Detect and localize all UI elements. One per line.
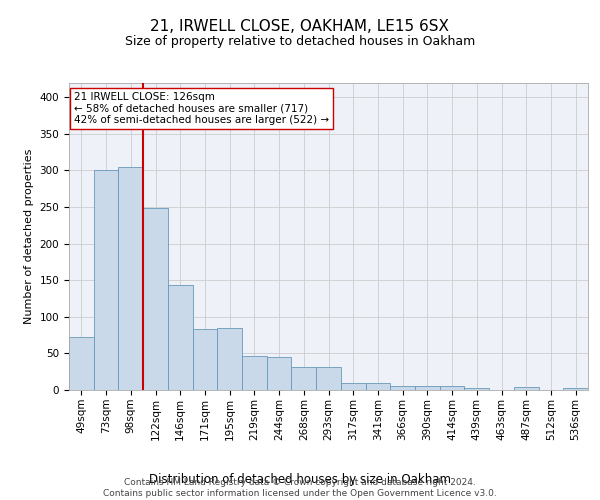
Bar bbox=[365, 384, 390, 390]
Bar bbox=[217, 328, 242, 390]
Text: 21, IRWELL CLOSE, OAKHAM, LE15 6SX: 21, IRWELL CLOSE, OAKHAM, LE15 6SX bbox=[151, 19, 449, 34]
Bar bbox=[514, 387, 539, 390]
Y-axis label: Number of detached properties: Number of detached properties bbox=[24, 148, 34, 324]
Bar bbox=[193, 329, 217, 390]
Bar bbox=[267, 357, 292, 390]
Bar bbox=[168, 284, 193, 390]
Bar bbox=[143, 208, 168, 390]
Bar bbox=[563, 388, 588, 390]
Text: Size of property relative to detached houses in Oakham: Size of property relative to detached ho… bbox=[125, 35, 475, 48]
Bar bbox=[415, 386, 440, 390]
Bar bbox=[341, 384, 365, 390]
Bar bbox=[94, 170, 118, 390]
Bar bbox=[390, 386, 415, 390]
Text: 21 IRWELL CLOSE: 126sqm
← 58% of detached houses are smaller (717)
42% of semi-d: 21 IRWELL CLOSE: 126sqm ← 58% of detache… bbox=[74, 92, 329, 125]
Bar bbox=[118, 168, 143, 390]
Bar bbox=[316, 366, 341, 390]
Bar bbox=[464, 388, 489, 390]
Text: Contains HM Land Registry data © Crown copyright and database right 2024.
Contai: Contains HM Land Registry data © Crown c… bbox=[103, 478, 497, 498]
Bar bbox=[292, 366, 316, 390]
Bar bbox=[69, 338, 94, 390]
Bar bbox=[242, 356, 267, 390]
Text: Distribution of detached houses by size in Oakham: Distribution of detached houses by size … bbox=[149, 472, 451, 486]
Bar bbox=[440, 386, 464, 390]
